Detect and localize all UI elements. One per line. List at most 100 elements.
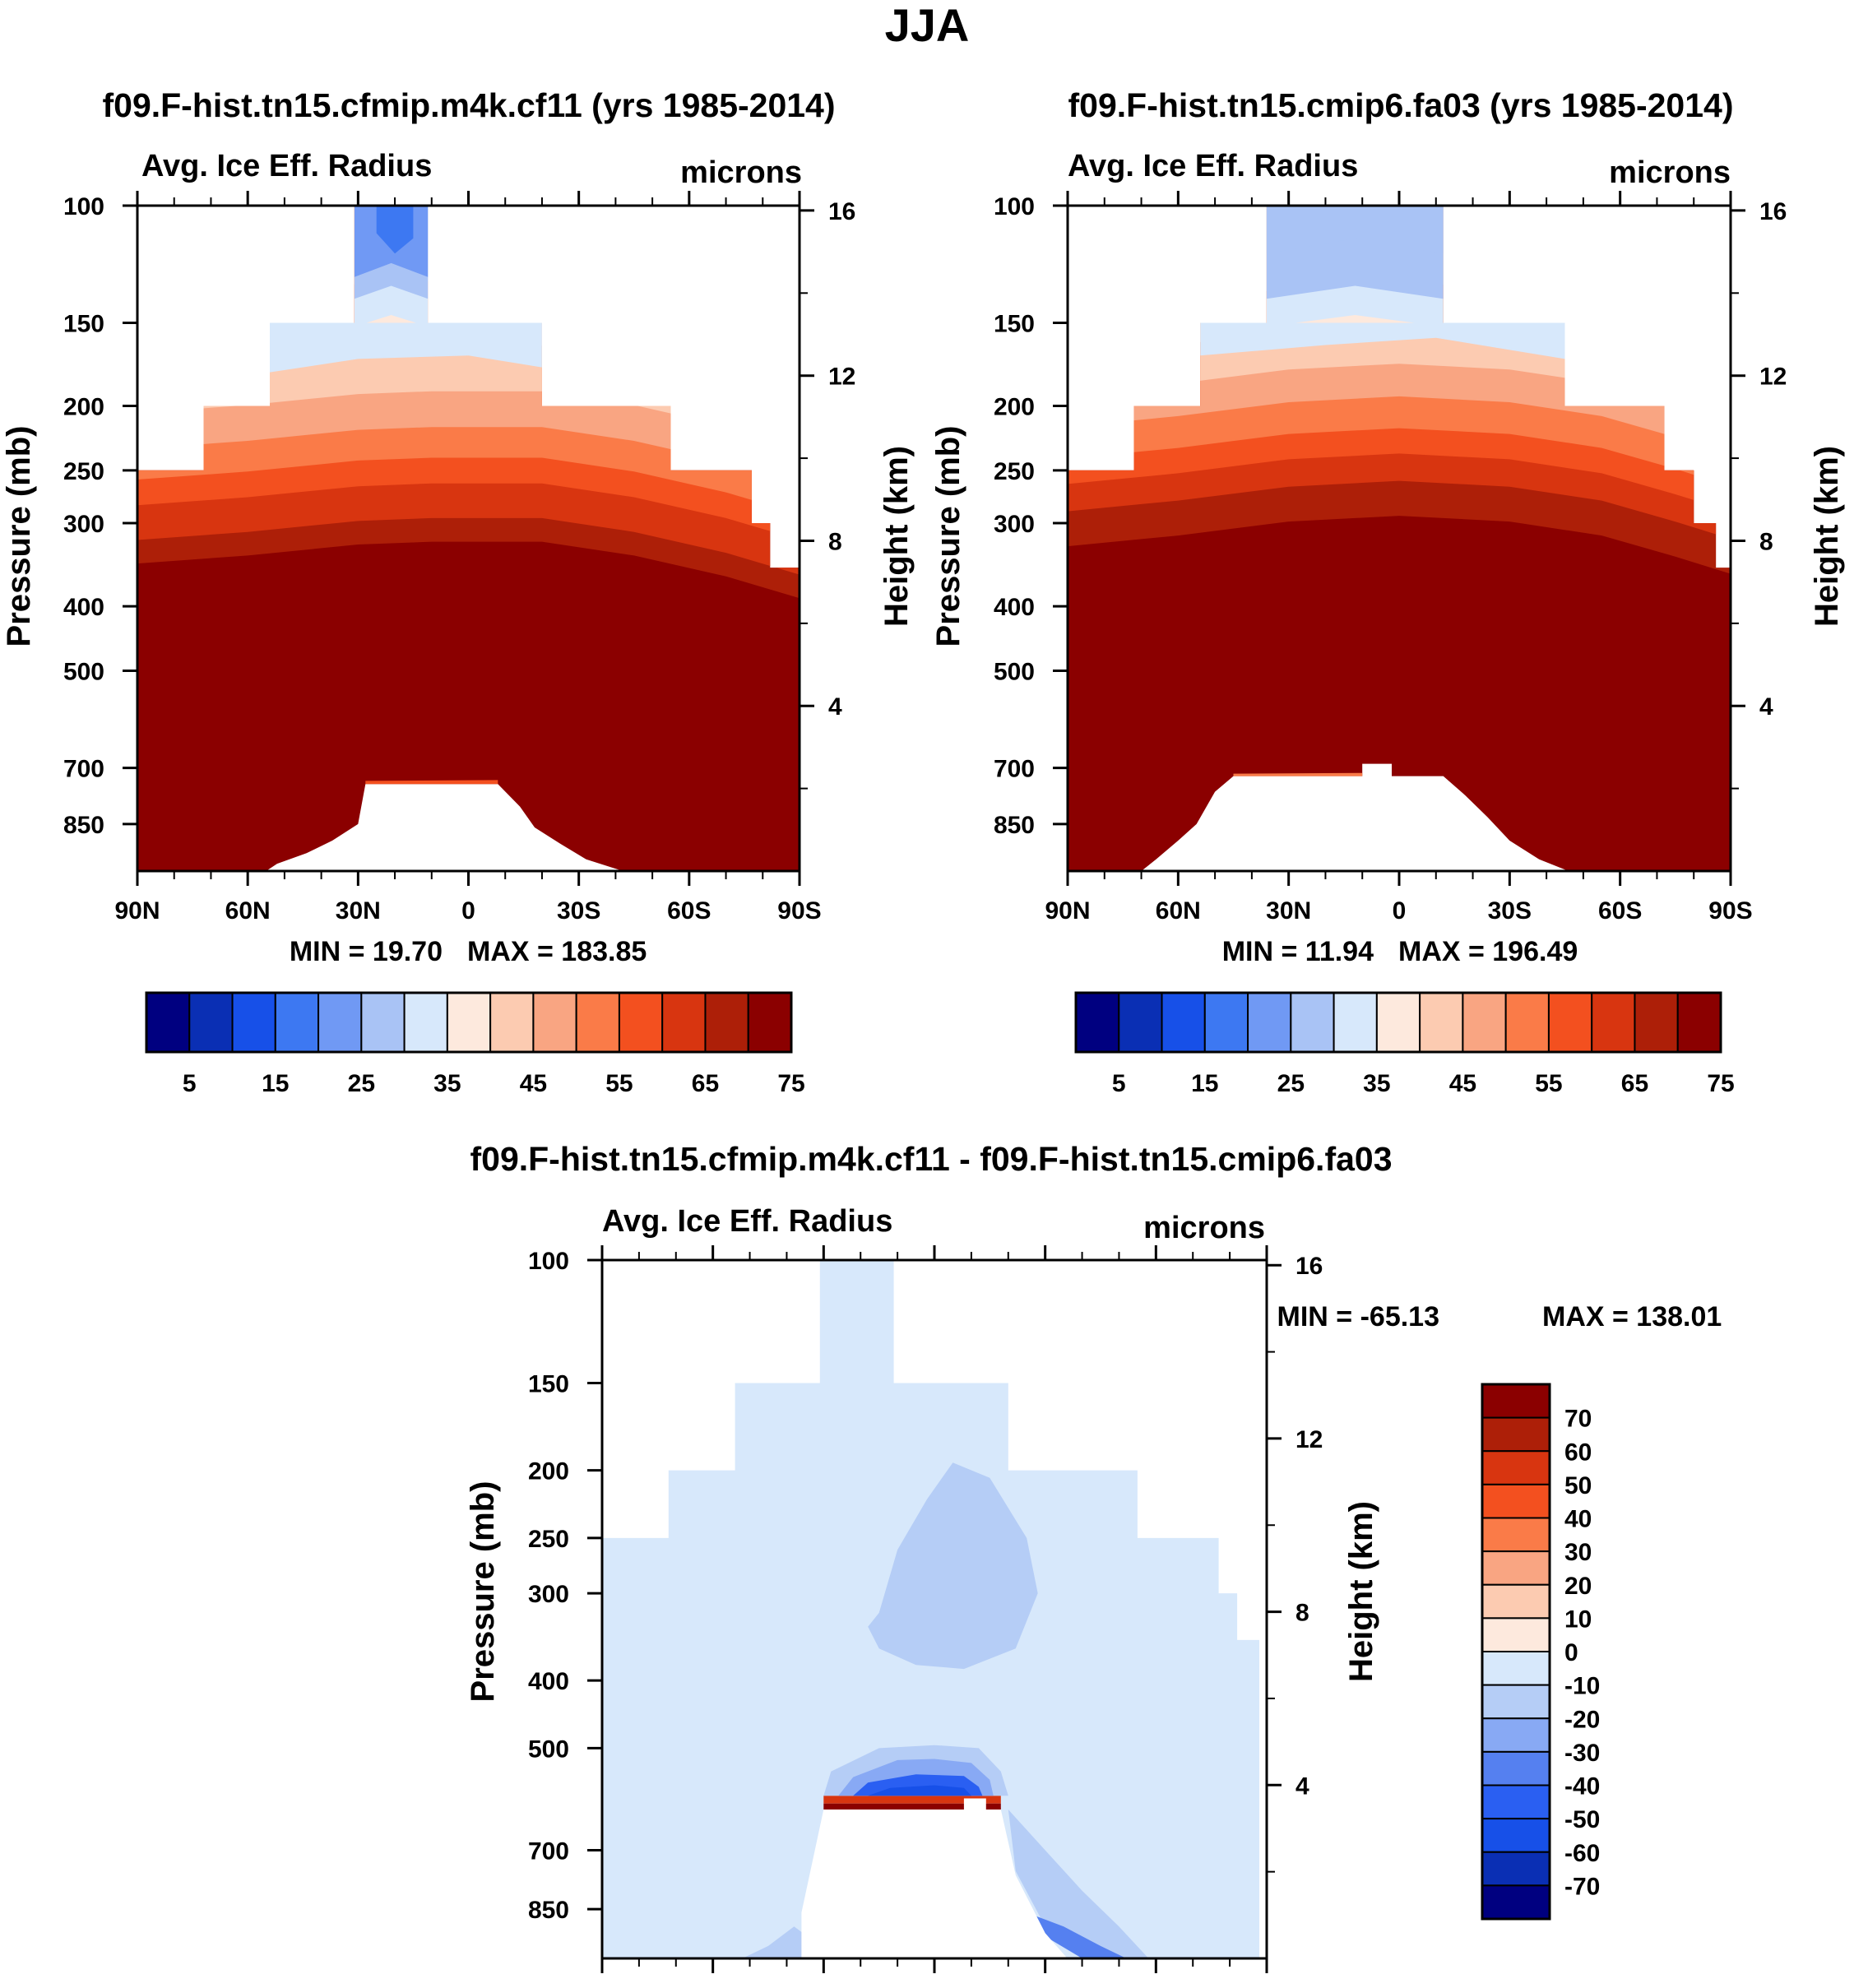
panel-a-y2tick-label: 16 [828, 198, 855, 225]
panel-diff-xtick-label: 0 [928, 1985, 942, 1988]
panel-b-ytick-label: 500 [994, 658, 1035, 685]
colorbar-label: 65 [1621, 1070, 1648, 1097]
panel-diff-ytick-label: 400 [528, 1668, 569, 1695]
panel-b-min: MIN = 11.94 [1222, 936, 1374, 967]
colorbar-cell [532, 992, 577, 1053]
panel-a-ytick-label: 200 [63, 394, 104, 421]
panel-b-plot [1068, 206, 1731, 871]
panel-b-ground [1141, 763, 1569, 871]
colorbar-cell [1419, 992, 1464, 1053]
panel-a-axes: 90N 60N 30N 0 30S 60S 90S 100 150 200 250 300 400 500… [63, 191, 855, 924]
colorbar-label: 35 [433, 1070, 461, 1097]
colorbar-cell [1481, 1583, 1550, 1620]
colorbar-cell [1481, 1416, 1550, 1453]
panel-a-right-label: microns [680, 155, 802, 190]
panel-a-ytick-label: 100 [63, 193, 104, 220]
colorbar-cell [1462, 992, 1507, 1053]
panel-a-max: MAX = 183.85 [467, 936, 647, 967]
panel-diff-axes: 90N 60N 30N 0 30S 60S 90S 100 150 200 250 300 400 500… [528, 1245, 1323, 1988]
panel-b-ytick-label: 150 [994, 310, 1035, 337]
panel-a: f09.F-hist.tn15.cfmip.m4k.cf11 (yrs 1985… [1, 86, 915, 1097]
panel-a-band-6 [137, 206, 800, 338]
colorbar-cell [1481, 1750, 1550, 1786]
panel-b-ytick-label: 700 [994, 756, 1035, 783]
panel-diff-ytick-label: 500 [528, 1735, 569, 1763]
colorbar-cell [1481, 1651, 1550, 1686]
colorbar-cell [1481, 1818, 1550, 1853]
panel-b-ytick-label: 850 [994, 812, 1035, 839]
colorbar-label: 70 [1564, 1406, 1592, 1433]
panel-diff-ytick-label: 100 [528, 1248, 569, 1275]
panel-diff-right-label: microns [1143, 1211, 1265, 1245]
colorbar-label: -60 [1564, 1840, 1600, 1867]
panel-b-left-label: Avg. Ice Eff. Radius [1068, 149, 1358, 183]
panel-a-ytick-label: 850 [63, 812, 104, 839]
panel-a-xtick-label: 30N [336, 897, 381, 924]
panel-b-y2tick-label: 16 [1759, 198, 1787, 225]
colorbar-cell [1481, 1717, 1550, 1753]
colorbar-cell [1676, 992, 1722, 1053]
panel-a-ytick-label: 400 [63, 594, 104, 621]
colorbar-label: -30 [1564, 1740, 1600, 1767]
panel-diff-y2tick-label: 4 [1295, 1773, 1309, 1800]
colorbar-label: 45 [520, 1070, 547, 1097]
colorbar-cell [1481, 1483, 1550, 1519]
colorbar-label: 45 [1449, 1070, 1476, 1097]
panel-a-title: f09.F-hist.tn15.cfmip.m4k.cf11 (yrs 1985… [102, 86, 835, 124]
panel-diff-plot [602, 1260, 1259, 1958]
panel-diff-warm-strip-1 [823, 1796, 1001, 1804]
panel-b-xtick-label: 90S [1708, 897, 1752, 924]
panel-diff-left-label: Avg. Ice Eff. Radius [602, 1204, 892, 1239]
colorbar-label: 75 [1707, 1070, 1734, 1097]
colorbar-cell [317, 992, 363, 1053]
figure-title: JJA [885, 0, 970, 51]
panel-a-ytick-label: 250 [63, 458, 104, 485]
colorbar-cell [1504, 992, 1550, 1053]
panel-diff-xtick-label: 60N [690, 1985, 735, 1988]
panel-diff-min: MIN = -65.13 [1277, 1301, 1439, 1332]
panel-b-right-label: microns [1609, 155, 1731, 190]
colorbar-cell [661, 992, 707, 1053]
colorbar-label: -50 [1564, 1806, 1600, 1833]
colorbar-label: 40 [1564, 1506, 1592, 1533]
colorbar-cell [1247, 992, 1292, 1053]
panel-a-ytick-label: 700 [63, 756, 104, 783]
panel-a-colorbar: 5 15 25 35 45 55 65 75 [145, 991, 805, 1097]
panel-a-ylabel: Pressure (mb) [1, 426, 37, 647]
panel-b-y2tick-label: 12 [1759, 364, 1787, 391]
panel-diff-xtick-label: 90N [579, 1985, 624, 1988]
colorbar-cell [1481, 1684, 1550, 1720]
panel-diff-ytick-label: 700 [528, 1837, 569, 1865]
panel-b-title: f09.F-hist.tn15.cmip6.fa03 (yrs 1985-201… [1068, 86, 1734, 124]
colorbar-frame [1481, 1383, 1551, 1921]
panel-diff-title: f09.F-hist.tn15.cfmip.m4k.cf11 - f09.F-h… [470, 1140, 1392, 1178]
panel-diff-neg-4 [868, 1785, 971, 1796]
panel-diff-y2tick-label: 16 [1295, 1253, 1323, 1280]
panel-b-xtick-label: 30N [1266, 897, 1311, 924]
colorbar-cell [747, 992, 793, 1053]
panel-diff-y2tick-label: 12 [1295, 1426, 1323, 1453]
colorbar-label: 25 [348, 1070, 375, 1097]
panel-b-xtick-label: 60N [1156, 897, 1201, 924]
panel-diff-ytick-label: 150 [528, 1371, 569, 1398]
colorbar-cell [1634, 992, 1679, 1053]
colorbar-label: 30 [1564, 1539, 1592, 1566]
panel-a-xtick-label: 0 [461, 897, 475, 924]
panel-diff-ylabel: Pressure (mb) [465, 1481, 501, 1703]
colorbar-cell [1075, 992, 1120, 1053]
panel-b-colorbar: 5 15 25 35 45 55 65 75 [1074, 991, 1735, 1097]
panel-diff-y2label: Height (km) [1343, 1501, 1379, 1682]
colorbar-frame [1074, 991, 1722, 1054]
panel-b-max: MAX = 196.49 [1398, 936, 1578, 967]
colorbar-label: -20 [1564, 1706, 1600, 1733]
panel-a-y2tick-label: 8 [828, 528, 842, 555]
colorbar-cell [489, 992, 535, 1053]
colorbar-cell [1161, 992, 1206, 1053]
colorbar-cell [1481, 1851, 1550, 1887]
colorbar-cell [575, 992, 620, 1053]
colorbar-label: -70 [1564, 1873, 1600, 1900]
colorbar-cell [1375, 992, 1421, 1053]
panel-b-xtick-label: 30S [1488, 897, 1532, 924]
colorbar-cell [1481, 1884, 1550, 1920]
